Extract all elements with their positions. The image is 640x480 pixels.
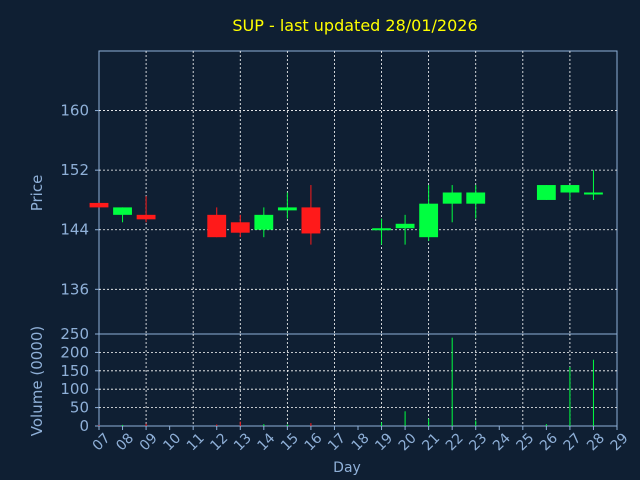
candle <box>113 207 132 223</box>
candle-body <box>254 214 274 230</box>
price-y-tick-label: 136 <box>60 280 89 298</box>
volume-y-tick-label: 150 <box>60 362 89 380</box>
volume-axis-label: Volume (0000) <box>28 326 46 436</box>
candle-body <box>466 192 486 204</box>
candle <box>536 185 556 200</box>
candle-body <box>442 192 462 204</box>
candle <box>207 207 227 238</box>
candle-body <box>207 214 227 238</box>
volume-y-tick-label: 0 <box>79 417 89 435</box>
candle <box>254 207 274 238</box>
x-axis-label: Day <box>333 460 361 476</box>
candle <box>584 170 603 200</box>
candle <box>395 214 415 245</box>
price-axis-label: Price <box>28 175 46 212</box>
candle-body <box>136 214 156 220</box>
price-y-ticks: 136 144 152 160 <box>60 102 99 298</box>
price-y-tick-label: 160 <box>60 102 89 120</box>
candle <box>277 192 297 219</box>
price-y-tick-label: 152 <box>60 161 89 179</box>
candle <box>136 196 156 223</box>
candles <box>89 170 603 245</box>
candle <box>466 185 486 219</box>
price-y-tick-label: 144 <box>60 221 89 239</box>
candle-body <box>89 202 109 208</box>
price-panel: 136 144 152 160 Price <box>28 50 618 335</box>
x-axis-ticks: 07 08 09 10 11 12 13 14 15 16 17 18 19 20 21 22 23 24 25 26… <box>90 426 632 454</box>
candle <box>301 185 321 245</box>
volume-y-tick-label: 100 <box>60 380 89 398</box>
candle <box>230 214 250 238</box>
candle <box>372 218 391 245</box>
chart-title: SUP - last updated 28/01/2026 <box>232 16 477 35</box>
candle <box>442 185 462 223</box>
candle-body <box>301 207 321 234</box>
candle <box>89 202 109 208</box>
candle-body <box>584 192 603 195</box>
candle-body <box>230 222 250 233</box>
candle-body <box>113 207 132 215</box>
candle-body <box>419 203 439 238</box>
volume-bars <box>98 337 594 426</box>
volume-y-tick-label: 200 <box>60 343 89 361</box>
candle-body <box>372 228 391 231</box>
volume-y-tick-label: 50 <box>70 399 89 417</box>
candle <box>560 185 580 200</box>
candle <box>419 185 439 241</box>
candle-body <box>560 185 580 193</box>
volume-y-tick-label: 250 <box>60 325 89 343</box>
candle-body <box>536 185 556 200</box>
candle-body <box>395 223 415 229</box>
candle-body <box>277 207 297 211</box>
